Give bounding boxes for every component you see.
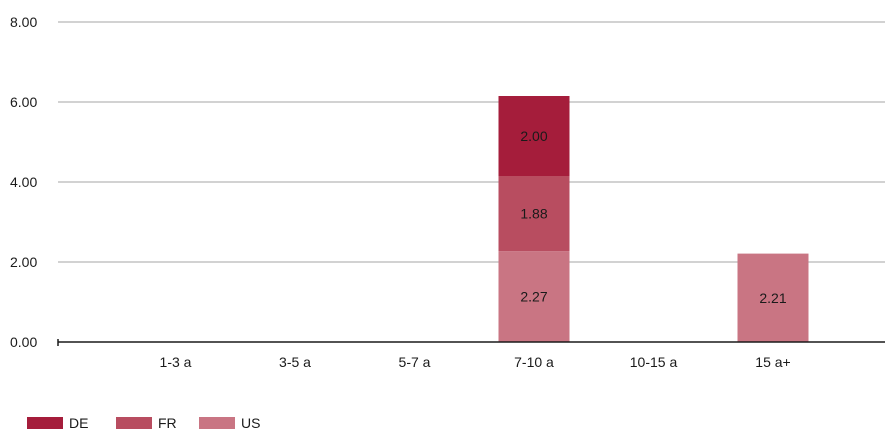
y-axis-ticks: 0.00 2.00 4.00 6.00 8.00	[10, 14, 37, 350]
legend: DE FR US	[27, 415, 260, 431]
y-tick-label: 8.00	[10, 14, 37, 30]
legend-swatch-us	[199, 417, 235, 429]
x-axis-ticks: 1-3 a 3-5 a 5-7 a 7-10 a 10-15 a 15 a+	[160, 354, 791, 370]
legend-label-de: DE	[69, 415, 88, 431]
data-label: 1.88	[520, 206, 547, 222]
y-tick-label: 2.00	[10, 254, 37, 270]
bar-segment-us	[737, 253, 809, 342]
legend-label-us: US	[241, 415, 260, 431]
bar-segment-fr	[498, 176, 570, 252]
x-tick-label: 15 a+	[755, 354, 790, 370]
data-labels: 2.27 1.88 2.00 2.21	[520, 128, 786, 306]
x-tick-label: 5-7 a	[399, 354, 431, 370]
x-tick-label: 1-3 a	[160, 354, 192, 370]
y-tick-label: 0.00	[10, 334, 37, 350]
legend-swatch-de	[27, 417, 63, 429]
bars	[498, 96, 809, 342]
data-label: 2.00	[520, 128, 547, 144]
data-label: 2.27	[520, 289, 547, 305]
legend-label-fr: FR	[158, 415, 177, 431]
x-tick-label: 7-10 a	[514, 354, 554, 370]
legend-swatch-fr	[116, 417, 152, 429]
data-label: 2.21	[759, 290, 786, 306]
x-tick-label: 3-5 a	[279, 354, 311, 370]
x-tick-label: 10-15 a	[630, 354, 678, 370]
bar-segment-us	[498, 251, 570, 342]
grid-lines	[58, 21, 885, 263]
x-axis	[57, 339, 885, 346]
y-tick-label: 6.00	[10, 94, 37, 110]
bar-segment-de	[498, 96, 570, 176]
y-tick-label: 4.00	[10, 174, 37, 190]
